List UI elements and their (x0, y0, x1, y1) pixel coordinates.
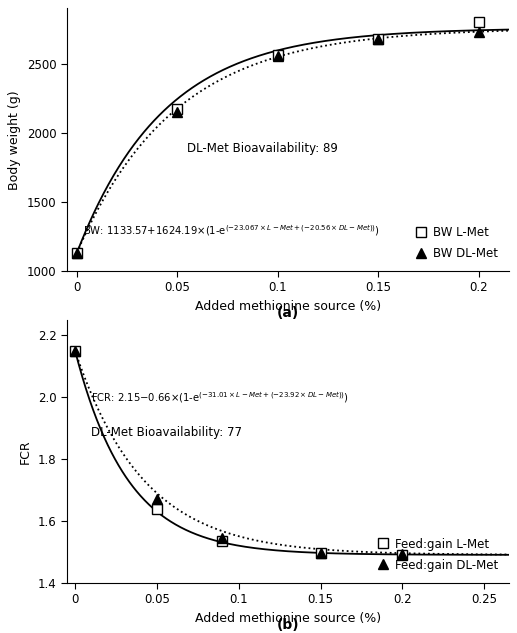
Line: Feed:gain DL-Met: Feed:gain DL-Met (71, 346, 407, 559)
X-axis label: Added methionine source (%): Added methionine source (%) (195, 300, 381, 313)
BW DL-Met (375, 35, 381, 42)
BW DL-Met (74, 249, 80, 256)
Feed:gain DL-Met (399, 551, 405, 558)
BW L-Met (476, 18, 482, 26)
Feed:gain L-Met (154, 505, 160, 512)
Legend: BW L-Met, BW DL-Met: BW L-Met, BW DL-Met (409, 222, 503, 265)
Feed:gain L-Met (219, 537, 225, 545)
Legend: Feed:gain L-Met, Feed:gain DL-Met: Feed:gain L-Met, Feed:gain DL-Met (371, 533, 503, 577)
Feed:gain DL-Met (154, 496, 160, 503)
Text: BW: 1133.57+1624.19$\times$(1-e$^{(-23.067\times L-Met+(-20.56\times DL-Met))}$): BW: 1133.57+1624.19$\times$(1-e$^{(-23.0… (83, 223, 380, 238)
BW L-Met (74, 249, 80, 256)
Line: BW DL-Met: BW DL-Met (72, 27, 483, 257)
Feed:gain L-Met (317, 549, 324, 557)
Text: (b): (b) (277, 618, 299, 632)
Text: DL-Met Bioavailability: 77: DL-Met Bioavailability: 77 (92, 426, 242, 439)
Feed:gain DL-Met (72, 347, 78, 354)
BW DL-Met (476, 28, 482, 35)
Feed:gain DL-Met (317, 549, 324, 557)
BW DL-Met (275, 53, 281, 60)
Line: BW L-Met: BW L-Met (72, 18, 483, 257)
BW L-Met (275, 51, 281, 59)
Text: FCR: 2.15$-$0.66$\times$(1-e$^{(-31.01\times L-Met+(-23.92\times DL-Met))}$): FCR: 2.15$-$0.66$\times$(1-e$^{(-31.01\t… (92, 390, 349, 405)
Line: Feed:gain L-Met: Feed:gain L-Met (71, 346, 407, 560)
BW DL-Met (174, 108, 180, 116)
BW L-Met (174, 105, 180, 113)
Feed:gain L-Met (72, 347, 78, 354)
Y-axis label: Body weight (g): Body weight (g) (8, 90, 21, 189)
Y-axis label: FCR: FCR (19, 439, 32, 463)
Feed:gain L-Met (399, 551, 405, 559)
Feed:gain DL-Met (219, 534, 225, 542)
Text: DL-Met Bioavailability: 89: DL-Met Bioavailability: 89 (187, 142, 338, 155)
Text: (a): (a) (277, 306, 299, 320)
BW L-Met (375, 35, 381, 42)
X-axis label: Added methionine source (%): Added methionine source (%) (195, 611, 381, 625)
